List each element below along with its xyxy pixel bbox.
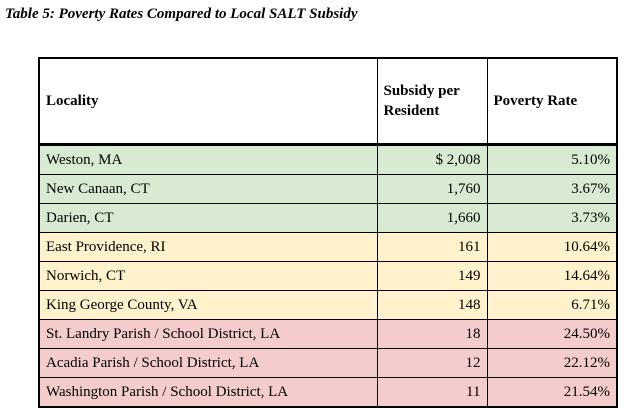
poverty-rate-cell: 5.10% xyxy=(486,144,618,175)
table-row: Weston, MA $ 2,008 5.10% xyxy=(38,144,618,175)
table-row: St. Landry Parish / School District, LA 1… xyxy=(38,319,618,349)
poverty-rate-cell: 22.12% xyxy=(486,348,618,378)
table-row: Norwich, CT 149 14.64% xyxy=(38,261,618,291)
locality-cell: St. Landry Parish / School District, LA xyxy=(38,319,378,349)
table-row: Washington Parish / School District, LA 1… xyxy=(38,377,618,408)
poverty-salt-table: Locality Subsidy per Resident Poverty Ra… xyxy=(38,57,618,408)
table-body: Weston, MA $ 2,008 5.10% New Canaan, CT 1,76… xyxy=(38,144,618,408)
poverty-rate-cell: 24.50% xyxy=(486,319,618,349)
subsidy-cell: 11 xyxy=(376,377,488,408)
subsidy-cell: 18 xyxy=(376,319,488,349)
subsidy-cell: 148 xyxy=(376,290,488,320)
locality-cell: Weston, MA xyxy=(38,144,378,175)
table-row: King George County, VA 148 6.71% xyxy=(38,290,618,320)
locality-cell: Acadia Parish / School District, LA xyxy=(38,348,378,378)
poverty-rate-cell: 3.67% xyxy=(486,174,618,204)
poverty-rate-cell: 14.64% xyxy=(486,261,618,291)
table-header: Locality Subsidy per Resident Poverty Ra… xyxy=(38,57,618,146)
locality-cell: King George County, VA xyxy=(38,290,378,320)
table-row: East Providence, RI 161 10.64% xyxy=(38,232,618,262)
subsidy-cell: 161 xyxy=(376,232,488,262)
locality-cell: Darien, CT xyxy=(38,203,378,233)
poverty-rate-cell: 6.71% xyxy=(486,290,618,320)
table-caption: Table 5: Poverty Rates Compared to Local… xyxy=(5,6,358,22)
header-locality: Locality xyxy=(38,57,378,146)
locality-cell: Washington Parish / School District, LA xyxy=(38,377,378,408)
locality-cell: East Providence, RI xyxy=(38,232,378,262)
table-row: New Canaan, CT 1,760 3.67% xyxy=(38,174,618,204)
poverty-rate-cell: 21.54% xyxy=(486,377,618,408)
header-row: Locality Subsidy per Resident Poverty Ra… xyxy=(38,57,618,146)
locality-cell: New Canaan, CT xyxy=(38,174,378,204)
table-row: Darien, CT 1,660 3.73% xyxy=(38,203,618,233)
subsidy-cell: 1,660 xyxy=(376,203,488,233)
header-subsidy-per-resident: Subsidy per Resident xyxy=(376,57,488,146)
subsidy-cell: 149 xyxy=(376,261,488,291)
subsidy-cell: 1,760 xyxy=(376,174,488,204)
locality-cell: Norwich, CT xyxy=(38,261,378,291)
header-poverty-rate: Poverty Rate xyxy=(486,57,618,146)
poverty-rate-cell: 3.73% xyxy=(486,203,618,233)
subsidy-cell: 12 xyxy=(376,348,488,378)
poverty-rate-cell: 10.64% xyxy=(486,232,618,262)
table-row: Acadia Parish / School District, LA 12 22.… xyxy=(38,348,618,378)
subsidy-cell: $ 2,008 xyxy=(376,144,488,175)
